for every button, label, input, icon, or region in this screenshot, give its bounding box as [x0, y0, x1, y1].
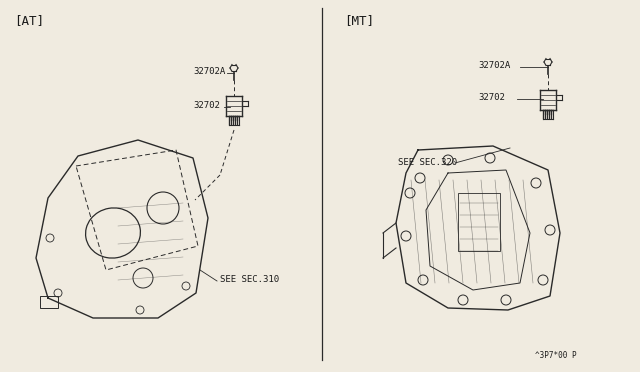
Text: 32702A: 32702A	[478, 61, 510, 70]
Text: SEE SEC.310: SEE SEC.310	[220, 275, 279, 284]
Text: 32702: 32702	[193, 101, 220, 110]
Text: 32702A: 32702A	[193, 67, 225, 76]
Text: ^3P7*00 P: ^3P7*00 P	[535, 351, 577, 360]
Text: SEE SEC.320: SEE SEC.320	[398, 158, 457, 167]
Text: 32702: 32702	[478, 93, 505, 102]
Bar	[458, 193, 500, 251]
Text: [MT]: [MT]	[344, 14, 374, 27]
Bar	[40, 296, 58, 308]
Text: [AT]: [AT]	[14, 14, 44, 27]
